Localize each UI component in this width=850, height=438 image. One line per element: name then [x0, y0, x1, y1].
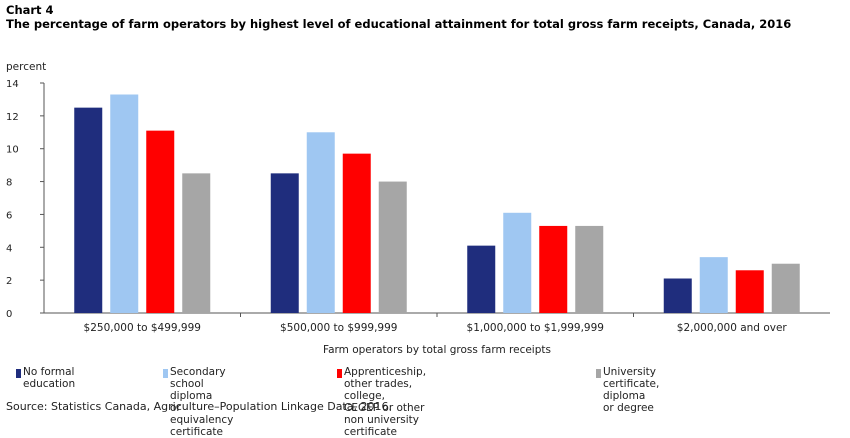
- x-category-label: $2,000,000 and over: [677, 322, 788, 334]
- bar: [467, 245, 496, 313]
- legend: No formal education Secondary school dipl…: [0, 366, 850, 438]
- y-tick-label: 6: [6, 210, 12, 221]
- legend-label: No formal education: [23, 366, 76, 390]
- legend-swatch: [163, 369, 168, 378]
- bar: [771, 263, 800, 313]
- bar: [735, 270, 764, 313]
- bar: [663, 278, 692, 313]
- source-note: Source: Statistics Canada, Agriculture–P…: [6, 400, 392, 413]
- y-tick-label: 4: [6, 243, 12, 254]
- title-block: Chart 4 The percentage of farm operators…: [6, 3, 842, 32]
- y-tick-label: 8: [6, 178, 12, 189]
- chart-label: Chart 4: [6, 3, 54, 17]
- bar: [110, 94, 139, 313]
- y-tick-label: 2: [6, 276, 12, 287]
- bar: [342, 153, 371, 313]
- legend-label: University certificate, diploma or degre…: [603, 366, 660, 414]
- bar: [74, 107, 103, 314]
- bar-chart: percent 0 2 4 6 8 10 12 14 $250,000 to $499,999 $5…: [6, 61, 830, 356]
- bar: [270, 173, 299, 313]
- bar: [503, 212, 532, 313]
- legend-swatch: [337, 369, 342, 378]
- bar: [146, 130, 175, 313]
- bar: [539, 225, 568, 313]
- bar: [699, 257, 728, 313]
- chart-title: The percentage of farm operators by high…: [6, 17, 792, 31]
- y-tick-label: 10: [6, 145, 19, 156]
- legend-swatch: [16, 369, 21, 378]
- x-category-label: $250,000 to $499,999: [84, 322, 201, 334]
- y-tick-label: 14: [6, 79, 19, 90]
- x-axis-title: Farm operators by total gross farm recei…: [323, 344, 551, 356]
- legend-swatch: [596, 369, 601, 378]
- bar: [182, 173, 211, 313]
- y-axis-label: percent: [6, 61, 46, 73]
- y-tick-label: 0: [6, 309, 12, 320]
- x-category-label: $500,000 to $999,999: [280, 322, 397, 334]
- bar: [378, 181, 407, 313]
- bar: [575, 225, 604, 313]
- y-tick-label: 12: [6, 112, 19, 123]
- x-category-label: $1,000,000 to $1,999,999: [467, 322, 604, 334]
- bar: [306, 132, 335, 313]
